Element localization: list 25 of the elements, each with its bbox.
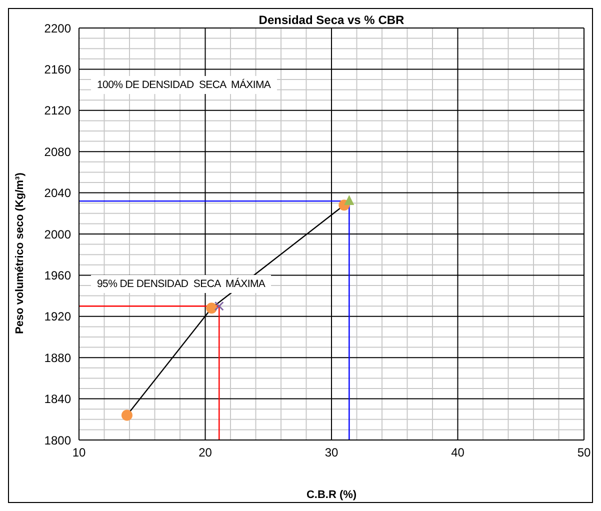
annotation: 100% DE DENSIDAD SECA MÁXIMA [91,76,277,94]
y-tick-label: 2160 [44,62,72,76]
x-tick-label: 50 [577,446,591,460]
y-tick-label: 1880 [44,350,72,365]
y-axis-title: Peso volumétrico seco (Kg/m³) [14,172,26,334]
x-tick-label: 30 [324,446,338,460]
point [214,301,224,311]
y-tick-label: 2120 [44,104,72,118]
y-tick-label: 2080 [44,144,72,159]
x-axis-title: C.B.R (%) [306,489,357,501]
x-tick-label: 20 [198,446,212,460]
point [344,195,354,206]
x-tick-label: 40 [451,446,465,460]
chart-title: Densidad Seca vs % CBR [258,13,406,27]
y-tick-label: 1840 [44,392,72,406]
y-tick-label: 1800 [44,433,72,448]
y-tick-label: 1920 [44,310,72,324]
y-tick-label: 2200 [44,21,72,36]
y-tick-label: 1960 [44,268,72,282]
point [206,302,218,314]
point [121,410,132,421]
annotation: 95% DE DENSIDAD SECA MÁXIMA [91,275,272,293]
y-tick-label: 2000 [44,227,72,242]
x-tick-label: 10 [72,446,86,460]
y-tick-label: 2040 [44,186,72,200]
